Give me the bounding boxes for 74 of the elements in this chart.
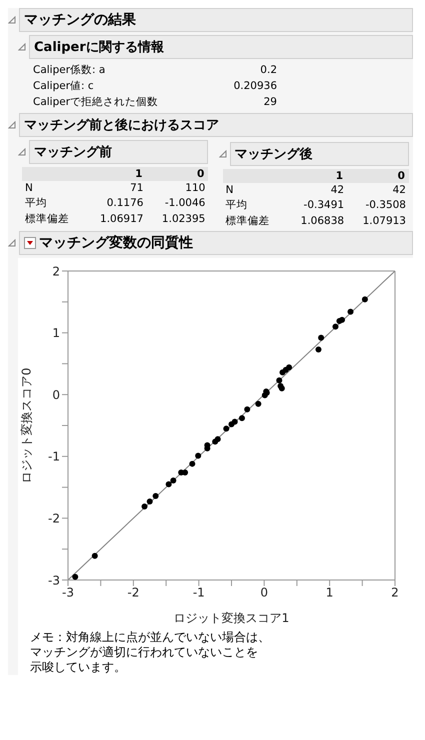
text: Caliper値: c (32, 79, 95, 94)
text: 0.1176 (106, 196, 144, 211)
text: 1.06838 (300, 214, 346, 229)
text: 29 (262, 95, 278, 110)
y-tick-label: -3 (48, 573, 60, 588)
text: 0.2 (259, 63, 278, 78)
text: 平均 (224, 198, 249, 213)
point (92, 552, 98, 559)
text: Caliperで拒絶された個数 (32, 95, 160, 110)
x-tick-label: -2 (127, 586, 140, 600)
y-axis-title: ロジット変換スコア0 (19, 368, 34, 484)
point (339, 316, 346, 323)
y-tick-label: -1 (48, 450, 60, 464)
point (238, 415, 245, 422)
point (223, 426, 230, 432)
x-tick-label: -1 (192, 586, 205, 600)
category-label: 1 (134, 167, 144, 181)
x-axis-title: ロジット変換スコア1 (174, 611, 290, 625)
text: N (24, 181, 34, 195)
point (362, 296, 368, 302)
text: メモ：対角線上に点が並んでいない場合は、 (30, 630, 271, 645)
text: N (224, 183, 234, 197)
point (214, 436, 221, 442)
point (72, 574, 78, 580)
text: 110 (184, 181, 206, 195)
point (195, 452, 202, 459)
point (244, 406, 250, 412)
text: マッチングが適切に行われていないことを (30, 645, 259, 660)
y-tick-label: 2 (52, 264, 60, 278)
text: -0.3508 (364, 198, 407, 213)
text: 42 (392, 183, 407, 197)
text: マッチングの結果 (24, 11, 136, 29)
point (255, 400, 262, 407)
category-label: 0 (396, 169, 406, 183)
text: 標準偏差 (24, 212, 70, 227)
text: マッチング後 (234, 146, 313, 163)
point (348, 308, 354, 315)
text: マッチング前と後におけるスコア (24, 117, 219, 134)
text: マッチング前 (34, 144, 112, 161)
point (189, 460, 196, 467)
text: 標準偏差 (224, 214, 271, 229)
point (315, 346, 322, 352)
text: 1.02395 (160, 212, 206, 227)
point (142, 503, 148, 510)
text: Caliperに関する情報 (34, 39, 164, 56)
text: 示唆しています。 (30, 660, 127, 675)
x-tick-label: -3 (62, 586, 74, 600)
chart-title: マッチング変数の同質性 (39, 234, 193, 252)
text: 0.20936 (232, 79, 278, 94)
y-tick-label: 1 (52, 326, 60, 340)
text: 1.06917 (99, 212, 144, 227)
text: -1.0046 (164, 196, 206, 211)
category-label: 0 (196, 167, 206, 181)
point (232, 418, 238, 425)
x-tick-label: 0 (260, 586, 268, 600)
x-tick-label: 2 (391, 586, 399, 600)
category-label: 1 (334, 169, 344, 183)
point (166, 481, 172, 488)
text: -0.3491 (302, 198, 346, 213)
y-tick-label: 0 (52, 388, 60, 402)
point (276, 377, 282, 384)
point (332, 324, 338, 330)
point (318, 334, 324, 341)
text: 71 (129, 181, 144, 195)
text: 42 (330, 183, 346, 197)
text: 平均 (24, 196, 48, 211)
point (146, 498, 153, 505)
point (152, 492, 159, 499)
point (286, 364, 292, 370)
x-tick-label: 1 (326, 586, 334, 600)
y-tick-label: -2 (48, 511, 60, 526)
text: Caliper係数: a (32, 63, 106, 78)
point (170, 478, 176, 484)
text: 1.07913 (362, 214, 407, 229)
